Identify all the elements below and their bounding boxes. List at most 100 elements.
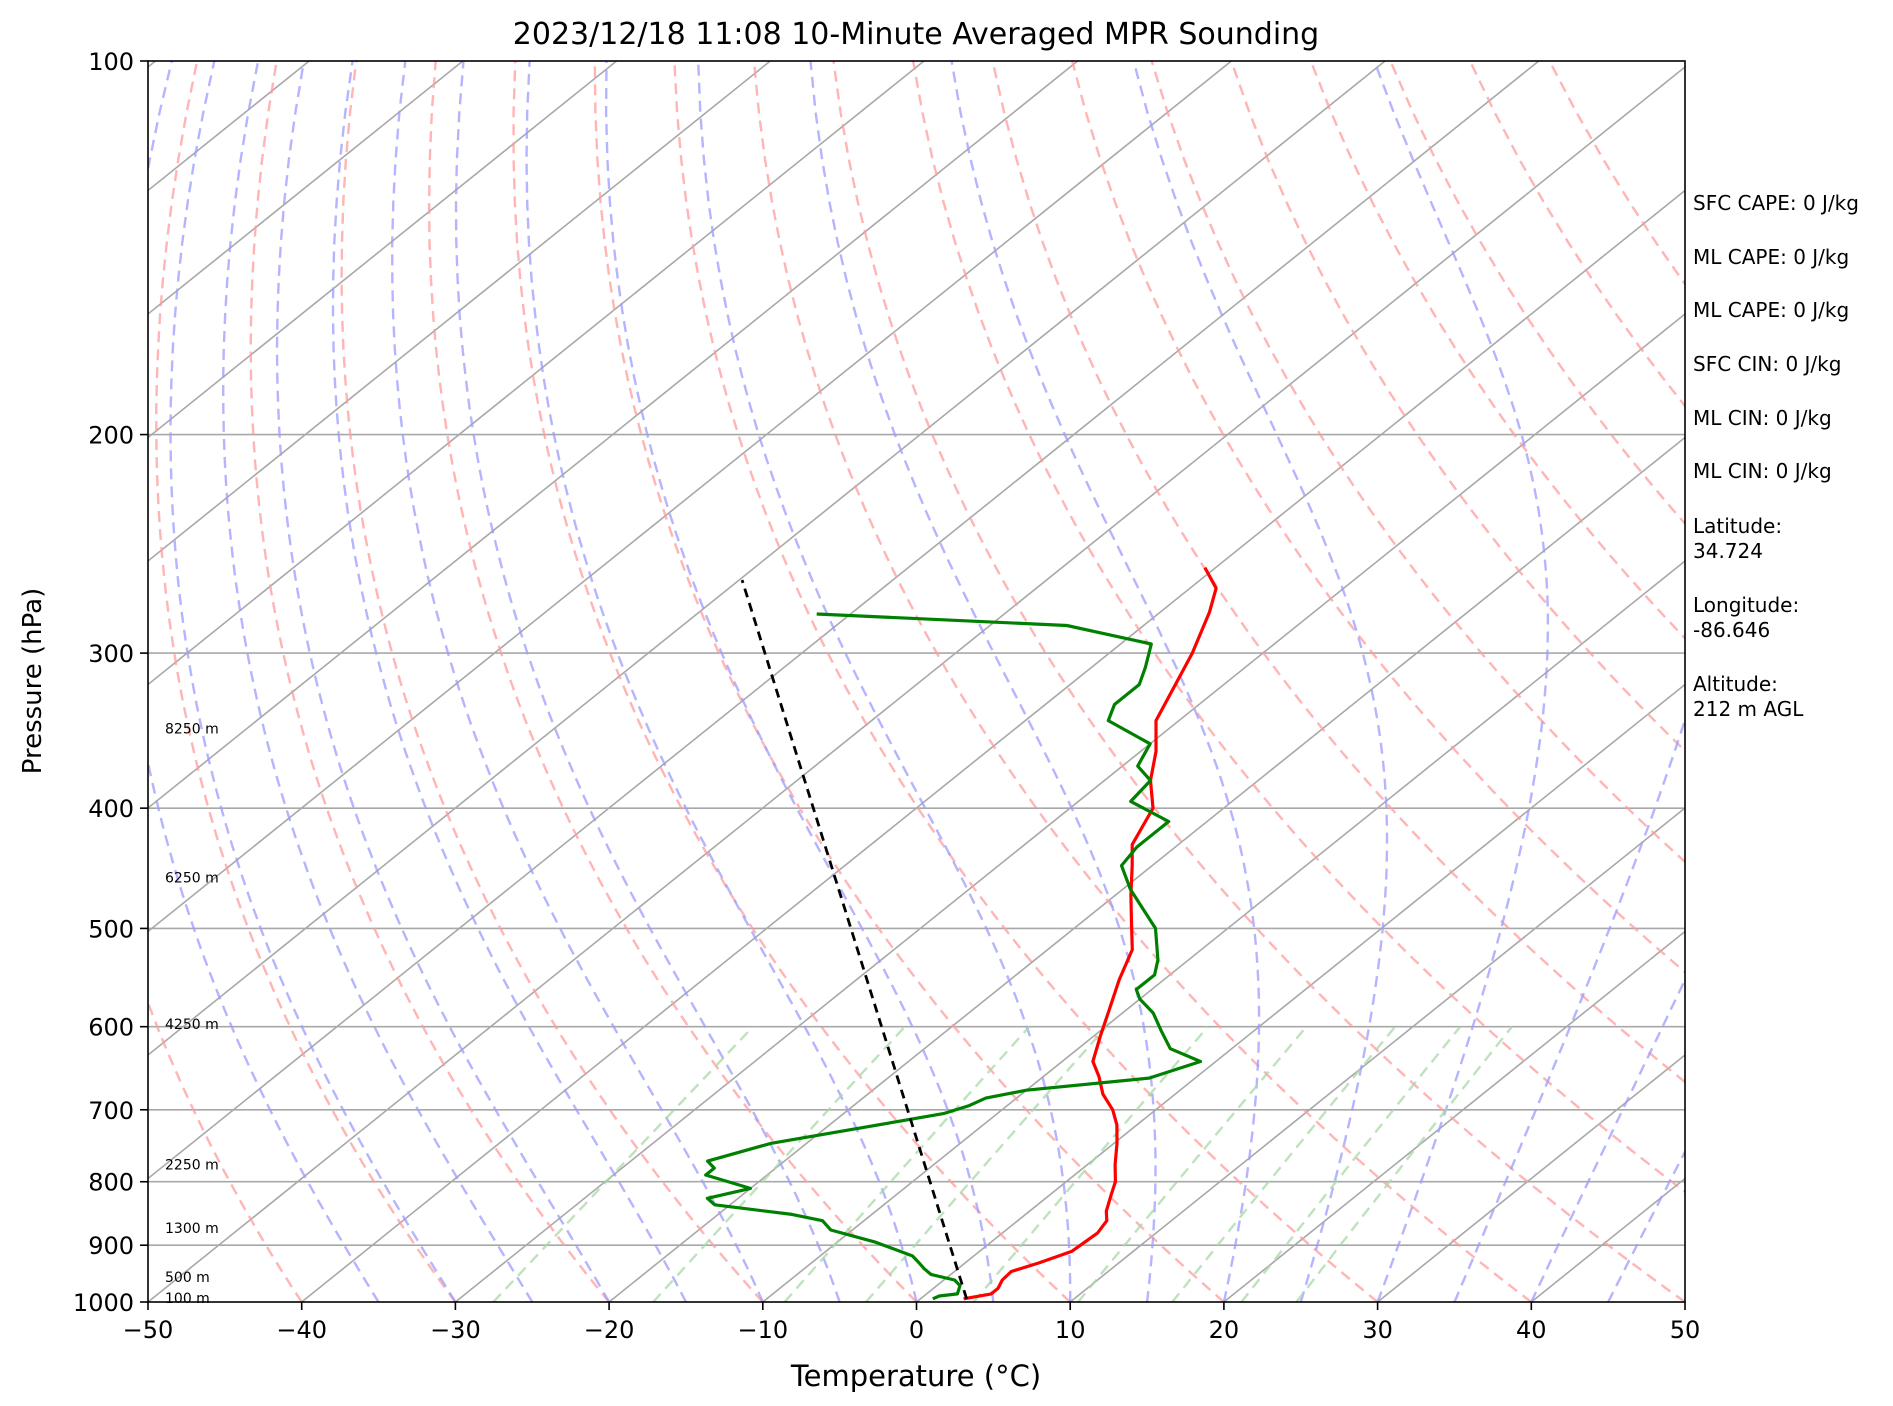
reference-lines bbox=[0, 61, 1685, 1302]
moist-adiabat-line bbox=[1373, 61, 1550, 1302]
y-tick-label: 200 bbox=[88, 422, 134, 450]
height-label: 1300 m bbox=[165, 1221, 219, 1237]
dry-adiabat-line bbox=[340, 61, 764, 1302]
isotherm-line bbox=[608, 436, 1685, 1302]
moist-adiabat-line bbox=[950, 61, 1261, 1302]
info-sfc-cin: SFC CIN: 0 J/kg bbox=[1693, 352, 1842, 376]
y-tick-label: 300 bbox=[88, 640, 134, 668]
info-sfc-cape: SFC CAPE: 0 J/kg bbox=[1693, 191, 1859, 215]
dry-adiabat-line bbox=[673, 61, 1379, 1302]
dry-adiabat-line bbox=[593, 61, 1225, 1302]
isotherm-line bbox=[1377, 1053, 1685, 1302]
moist-adiabat-line bbox=[604, 61, 995, 1302]
mixing-ratio-line bbox=[865, 1025, 1108, 1302]
mixing-ratio-line bbox=[652, 1025, 906, 1302]
isotherm-line bbox=[148, 61, 771, 563]
y-tick-label: 900 bbox=[88, 1232, 134, 1260]
dry-adiabat-line bbox=[832, 61, 1685, 1302]
info-altitude-value: 212 m AGL bbox=[1693, 697, 1804, 721]
y-tick-label: 500 bbox=[88, 915, 134, 943]
mixing-ratio-line bbox=[1240, 1025, 1462, 1302]
moist-adiabat-line bbox=[148, 61, 380, 1302]
info-ml-cape: ML CAPE: 0 J/kg bbox=[1693, 245, 1850, 269]
x-tick-label: 50 bbox=[1670, 1316, 1701, 1344]
info-longitude-value: -86.646 bbox=[1693, 618, 1771, 642]
info-latitude-value: 34.724 bbox=[1693, 539, 1763, 563]
mixing-ratio-line bbox=[1077, 1025, 1308, 1302]
isotherm-line bbox=[148, 61, 618, 439]
height-label: 100 m bbox=[165, 1291, 210, 1307]
isotherm-line bbox=[148, 61, 1540, 1180]
chart-title: 2023/12/18 11:08 10-Minute Averaged MPR … bbox=[513, 17, 1319, 52]
height-label: 500 m bbox=[165, 1270, 210, 1286]
info-ml-cape-2: ML CAPE: 0 J/kg bbox=[1693, 298, 1850, 322]
isotherm-line bbox=[0, 61, 2, 1302]
info-altitude-label: Altitude: bbox=[1693, 672, 1778, 696]
temperature-line bbox=[963, 566, 1218, 1301]
x-axis-label: Temperature (°C) bbox=[790, 1359, 1041, 1393]
info-latitude-label: Latitude: bbox=[1693, 514, 1783, 538]
height-label: 8250 m bbox=[165, 721, 219, 737]
dry-adiabat-line bbox=[991, 61, 1685, 1084]
moist-adiabat-line bbox=[697, 61, 1072, 1302]
y-tick-label: 400 bbox=[88, 795, 134, 823]
y-tick-label: 700 bbox=[88, 1097, 134, 1125]
isotherm-line bbox=[454, 312, 1685, 1302]
x-tick-label: −40 bbox=[276, 1316, 327, 1344]
isotherm-line bbox=[148, 61, 1386, 1057]
x-tick-label: 40 bbox=[1516, 1316, 1547, 1344]
moist-adiabat-line bbox=[221, 61, 534, 1302]
x-tick-label: −30 bbox=[430, 1316, 481, 1344]
height-label: 4250 m bbox=[165, 1017, 219, 1033]
isotherm-line bbox=[148, 61, 464, 316]
moist-adiabat-line bbox=[390, 61, 764, 1302]
mixing-ratio-line bbox=[1295, 1025, 1513, 1302]
x-tick-label: −50 bbox=[123, 1316, 174, 1344]
x-tick-label: 30 bbox=[1362, 1316, 1393, 1344]
series-lines bbox=[704, 566, 1218, 1301]
y-tick-label: 100 bbox=[88, 48, 134, 76]
dry-adiabat-line bbox=[427, 61, 918, 1302]
height-label: 6250 m bbox=[165, 871, 219, 887]
moist-adiabat-line bbox=[525, 61, 918, 1302]
isotherm-line bbox=[148, 61, 1232, 933]
x-tick-label: 20 bbox=[1209, 1316, 1240, 1344]
x-tick-label: −20 bbox=[584, 1316, 635, 1344]
isotherm-line bbox=[1223, 930, 1685, 1302]
info-ml-cin-2: ML CIN: 0 J/kg bbox=[1693, 459, 1832, 483]
isotherm-line bbox=[762, 559, 1685, 1302]
x-tick-label: 0 bbox=[909, 1316, 924, 1344]
moist-adiabat-line bbox=[809, 61, 1157, 1302]
moist-adiabat-line bbox=[1530, 977, 1685, 1302]
mixing-ratio-line bbox=[492, 1025, 754, 1302]
dry-adiabat-line bbox=[752, 61, 1533, 1302]
isotherm-line bbox=[148, 61, 925, 686]
moist-adiabat-line bbox=[1607, 1149, 1685, 1302]
info-ml-cin: ML CIN: 0 J/kg bbox=[1693, 406, 1832, 430]
moist-adiabat-line bbox=[169, 61, 457, 1302]
moist-adiabat-line bbox=[1453, 715, 1685, 1302]
y-tick-label: 600 bbox=[88, 1014, 134, 1042]
x-tick-label: −10 bbox=[737, 1316, 788, 1344]
height-labels: 8250 m 6250 m 4250 m 2250 m 1300 m 500 m 100 m bbox=[165, 721, 219, 1307]
moist-adiabat-line bbox=[275, 61, 611, 1302]
x-tick-label: 10 bbox=[1055, 1316, 1086, 1344]
isotherm-line bbox=[301, 189, 1685, 1302]
isotherm-line bbox=[1069, 806, 1685, 1302]
mixing-ratio-line bbox=[1171, 1025, 1397, 1302]
height-label: 2250 m bbox=[165, 1158, 219, 1174]
y-axis-label: Pressure (hPa) bbox=[18, 588, 48, 775]
mixing-ratio-line bbox=[783, 1025, 1031, 1302]
axes: −50 −40 −30 −20 −10 0 10 20 30 40 50 100 200 300 400 50… bbox=[73, 48, 1700, 1344]
moist-adiabat-line bbox=[331, 61, 687, 1302]
dry-adiabat-line bbox=[155, 61, 457, 1302]
y-tick-label: 800 bbox=[88, 1169, 134, 1197]
isotherm-line bbox=[915, 683, 1685, 1302]
dry-adiabat-line bbox=[911, 61, 1685, 1194]
moist-adiabat-line bbox=[454, 61, 841, 1302]
dry-adiabat-line bbox=[512, 61, 1072, 1302]
dewpoint-line bbox=[704, 612, 1203, 1301]
parcel-line bbox=[740, 579, 968, 1300]
isotherm-line bbox=[148, 65, 1685, 1302]
